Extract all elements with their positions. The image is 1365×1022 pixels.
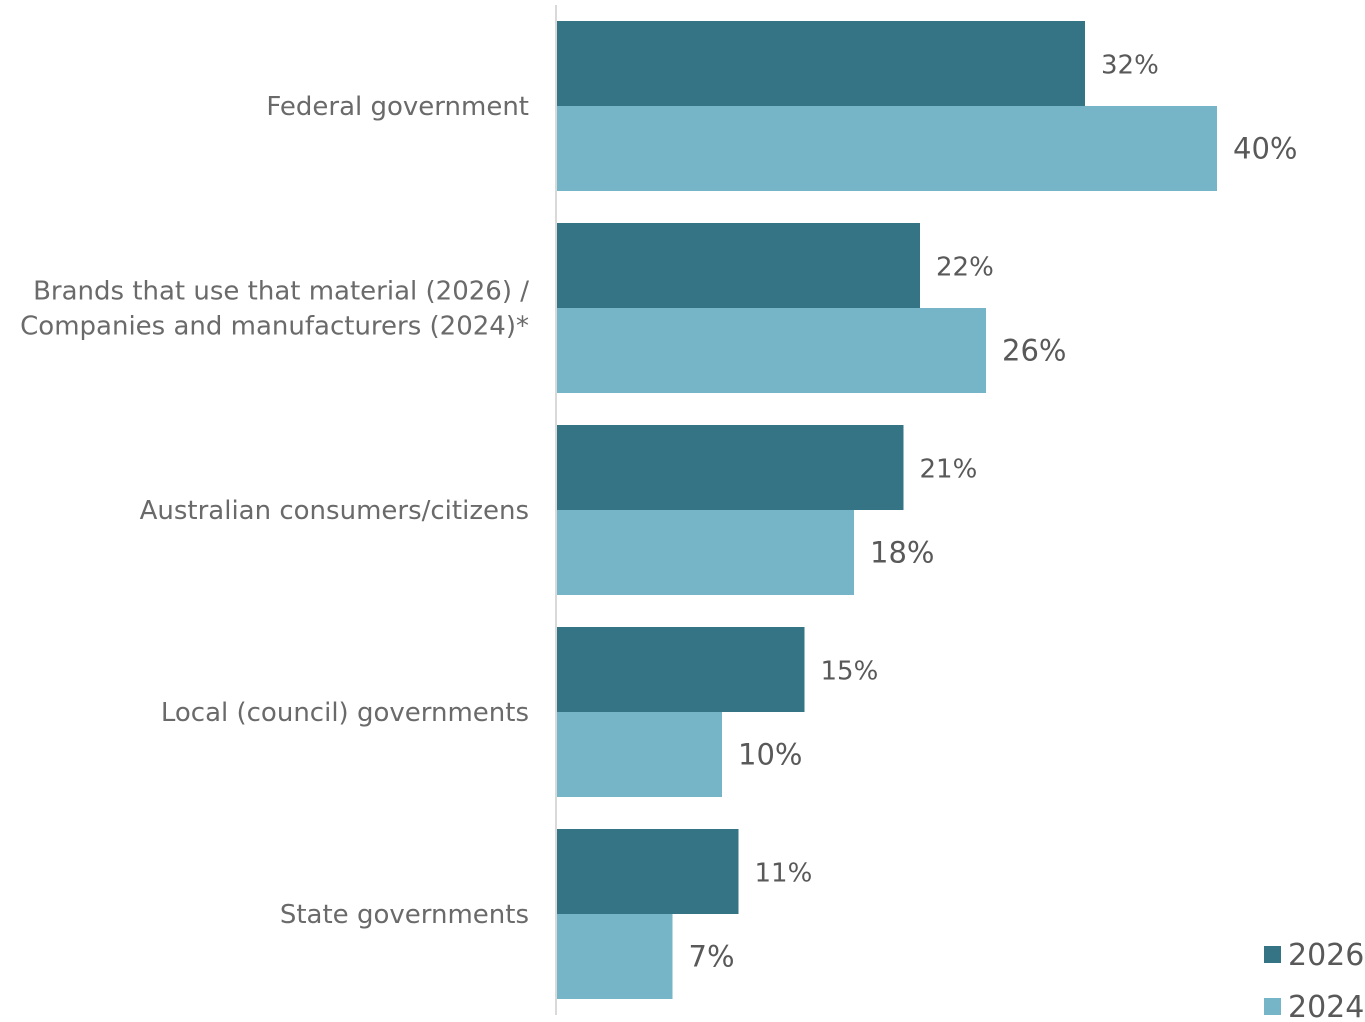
category-label: Australian consumers/citizens	[140, 496, 529, 526]
data-label: 40%	[1233, 132, 1297, 166]
bar-2026	[557, 829, 739, 914]
bar-2026	[557, 425, 904, 510]
category-label: Local (council) governments	[161, 698, 529, 728]
bar-2026	[557, 21, 1085, 106]
labels-layer: Federal government 32% 40% Brands that use …	[20, 51, 1297, 974]
data-label: 32%	[1101, 51, 1159, 81]
category-label: Companies and manufacturers (2024)*	[20, 312, 529, 342]
data-label: 21%	[920, 455, 978, 485]
bar-2024	[557, 510, 854, 595]
legend-label: 2024	[1288, 990, 1364, 1022]
category-label: Brands that use that material (2026) /	[33, 277, 529, 307]
bar-2024	[557, 308, 986, 393]
bar-2026	[557, 627, 805, 712]
bar-2024	[557, 712, 722, 797]
data-label: 10%	[738, 738, 802, 772]
bar-2026	[557, 223, 920, 308]
bars-layer	[557, 21, 1217, 999]
legend: 2026 2024	[1264, 938, 1364, 1022]
data-label: 22%	[936, 253, 994, 283]
legend-swatch-2026	[1264, 946, 1281, 963]
data-label: 18%	[870, 536, 934, 570]
data-label: 15%	[821, 657, 879, 687]
bar-2024	[557, 914, 673, 999]
legend-label: 2026	[1288, 938, 1364, 973]
bar-2024	[557, 106, 1217, 191]
data-label: 26%	[1002, 334, 1066, 368]
category-label: Federal government	[266, 92, 529, 122]
data-label: 11%	[755, 859, 813, 889]
category-label: State governments	[280, 900, 529, 930]
data-label: 7%	[689, 940, 735, 974]
legend-swatch-2024	[1264, 998, 1281, 1015]
